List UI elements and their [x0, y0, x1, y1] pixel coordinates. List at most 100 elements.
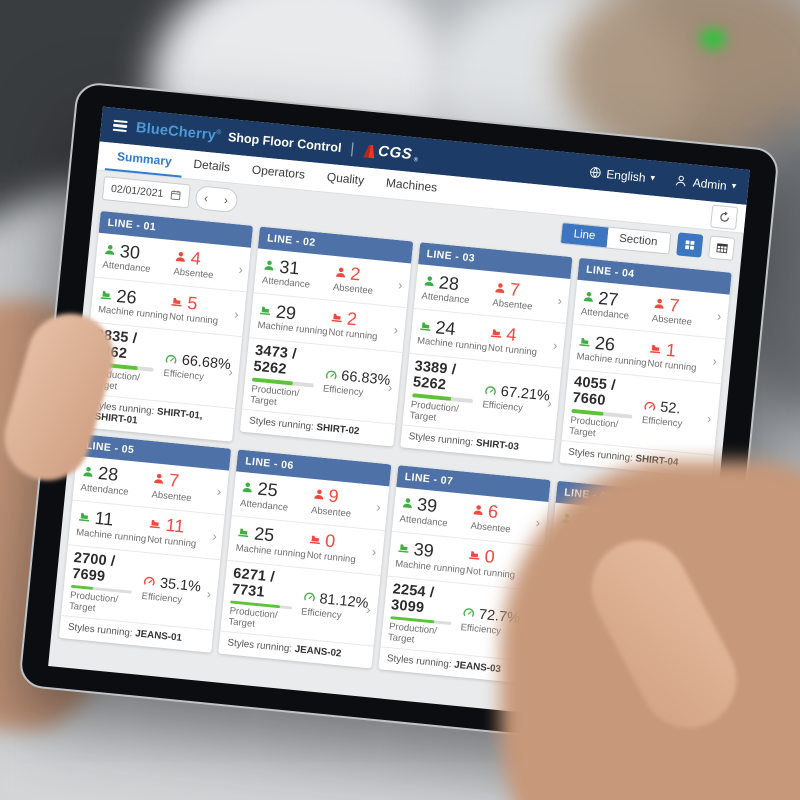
styles-running-value: SHIRT-03	[475, 437, 520, 453]
tab-quality[interactable]: Quality	[326, 169, 365, 188]
date-nav: ‹ ›	[194, 184, 239, 213]
machine-running-value: 26	[594, 332, 616, 355]
machines-row[interactable]: 25 Machine running 0 Not running ›	[227, 515, 385, 576]
user-menu[interactable]: Admin ▾	[674, 173, 737, 193]
date-picker[interactable]: 02/01/2021	[101, 175, 191, 208]
refresh-button[interactable]	[710, 204, 739, 230]
attendance-row[interactable]: 28 Attendance 7 Absentee ›	[413, 264, 571, 324]
chevron-right-icon[interactable]: ›	[365, 602, 372, 618]
attendance-row[interactable]: 30 Attendance 4 Absentee ›	[94, 232, 252, 293]
user-label: Admin	[692, 175, 728, 193]
attendance-row[interactable]: 25 Attendance 9 Absentee ›	[231, 470, 389, 531]
production-row[interactable]: 2254 / 3099 Production/ Target 72.7% Eff…	[380, 576, 540, 663]
production-target-label: Production/ Target	[409, 398, 460, 424]
styles-running-value: SHIRT-02	[315, 421, 360, 437]
attendance-person-icon	[422, 275, 435, 288]
production-row[interactable]: 3389 / 5262 Production/ Target 67.21% Ef…	[401, 353, 562, 440]
machines-row[interactable]: 11 Machine running 11 Not running ›	[68, 500, 225, 560]
grid-view-button[interactable]	[676, 232, 704, 258]
chevron-right-icon[interactable]: ›	[716, 308, 723, 324]
attendance-row[interactable]: 28 Attendance 7 Absentee ›	[72, 455, 230, 515]
not-running-value: 5	[186, 292, 199, 314]
chevron-right-icon[interactable]: ›	[371, 544, 378, 560]
prev-day-button[interactable]: ‹	[203, 190, 209, 205]
absentee-value: 6	[487, 501, 500, 523]
styles-running-value: JEANS-01	[134, 628, 183, 644]
machines-row[interactable]: 26 Machine running 1 Not running ›	[568, 324, 726, 385]
toolbar: 02/01/2021 ‹ › Line Section	[94, 170, 744, 266]
chevron-right-icon[interactable]: ›	[393, 321, 399, 337]
attendance-person-icon	[582, 290, 595, 303]
attendance-person-icon	[241, 481, 254, 494]
view-toggle-section[interactable]: Section	[606, 227, 671, 254]
attendance-row[interactable]: 31 Attendance 2 Absentee ›	[253, 248, 411, 309]
absentee-person-icon	[493, 282, 506, 295]
absentee-value: 9	[327, 485, 340, 507]
line-card: LINE - 04 27 Attendance 7 Absentee ›	[559, 257, 732, 478]
refresh-icon	[719, 210, 729, 222]
machines-row[interactable]: 26 Machine running 5 Not running ›	[89, 277, 247, 338]
chevron-right-icon[interactable]: ›	[546, 395, 553, 411]
chevron-right-icon[interactable]: ›	[552, 337, 559, 353]
machine-not-running-icon	[308, 533, 322, 546]
chevron-right-icon[interactable]: ›	[211, 528, 218, 544]
production-row[interactable]: 4055 / 7660 Production/ Target 52. Effic…	[561, 369, 721, 456]
not-running-value: 11	[164, 514, 186, 537]
attendance-row[interactable]: 39 Attendance 6 Absentee ›	[391, 486, 549, 547]
view-toggle-line[interactable]: Line	[560, 222, 609, 247]
chevron-right-icon[interactable]: ›	[397, 276, 404, 293]
machine-running-value: 29	[275, 301, 298, 323]
machine-running-value: 25	[253, 523, 276, 546]
chevron-right-icon[interactable]: ›	[387, 379, 394, 395]
machines-row[interactable]: 39 Machine running 0 Not running ›	[387, 531, 544, 592]
machine-not-running-icon	[148, 518, 162, 531]
attendance-person-icon	[401, 497, 414, 510]
chevron-down-icon: ▾	[731, 180, 737, 191]
chevron-right-icon[interactable]: ›	[237, 261, 244, 277]
user-icon	[676, 175, 686, 187]
production-row[interactable]: 2700 / 7699 Production/ Target 35.1% Eff…	[61, 544, 221, 631]
attendance-person-icon	[103, 243, 116, 256]
tab-details[interactable]: Details	[192, 156, 231, 175]
chevron-right-icon[interactable]: ›	[712, 352, 718, 369]
chevron-right-icon[interactable]: ›	[206, 586, 212, 602]
machine-running-icon	[396, 542, 410, 555]
tablet-screen: BlueCherry® Shop Floor Control | CGS ® En…	[48, 106, 750, 730]
chevron-right-icon[interactable]: ›	[216, 483, 222, 499]
table-view-button[interactable]	[708, 235, 736, 261]
cgs-logo: CGS ®	[362, 141, 419, 164]
line-card: LINE - 02 31 Attendance 2 Absentee ›	[240, 226, 413, 447]
production-row[interactable]: 6271 / 7731 Production/ Target 81.12% Ef…	[220, 560, 381, 647]
machine-not-running-icon	[170, 295, 184, 308]
chevron-right-icon[interactable]: ›	[227, 363, 234, 380]
hamburger-menu-icon[interactable]	[112, 119, 128, 133]
line-card-title: LINE - 03	[426, 247, 476, 265]
attendance-row[interactable]: 27 Attendance 7 Absentee ›	[572, 279, 730, 340]
absentee-person-icon	[153, 473, 166, 486]
chevron-right-icon[interactable]: ›	[233, 305, 240, 322]
attendance-value: 28	[97, 463, 120, 485]
production-target-value: 4055 / 7660	[571, 373, 617, 410]
efficiency-gauge-icon	[483, 384, 497, 398]
machines-row[interactable]: 29 Machine running 2 Not running ›	[249, 293, 407, 353]
line-card: LINE - 06 25 Attendance 9 Absentee ›	[218, 448, 391, 669]
machines-row[interactable]: 24 Machine running 4 Not running ›	[408, 308, 566, 369]
production-row[interactable]: 3473 / 5262 Production/ Target 66.83% Ef…	[242, 338, 402, 425]
next-day-button[interactable]: ›	[223, 192, 229, 207]
machine-running-icon	[77, 511, 91, 524]
absentee-value: 2	[349, 263, 362, 285]
production-row[interactable]: 3835 / 5262 Production/ Target 66.68% Ef…	[82, 322, 243, 409]
attendance-value: 28	[438, 271, 460, 294]
chevron-right-icon[interactable]: ›	[706, 410, 713, 427]
tablet-device: BlueCherry® Shop Floor Control | CGS ® En…	[18, 81, 780, 755]
attendance-value: 27	[597, 287, 620, 310]
app-header: BlueCherry® Shop Floor Control | CGS ® En…	[99, 106, 750, 205]
grid-icon	[685, 240, 695, 250]
machine-running-icon	[578, 335, 592, 348]
absentee-value: 7	[508, 278, 521, 300]
styles-running-value: JEANS-03	[453, 659, 502, 676]
attendance-value: 39	[416, 494, 439, 517]
language-selector[interactable]: English ▾	[588, 165, 656, 185]
chevron-right-icon[interactable]: ›	[375, 499, 382, 515]
chevron-right-icon[interactable]: ›	[556, 292, 563, 308]
